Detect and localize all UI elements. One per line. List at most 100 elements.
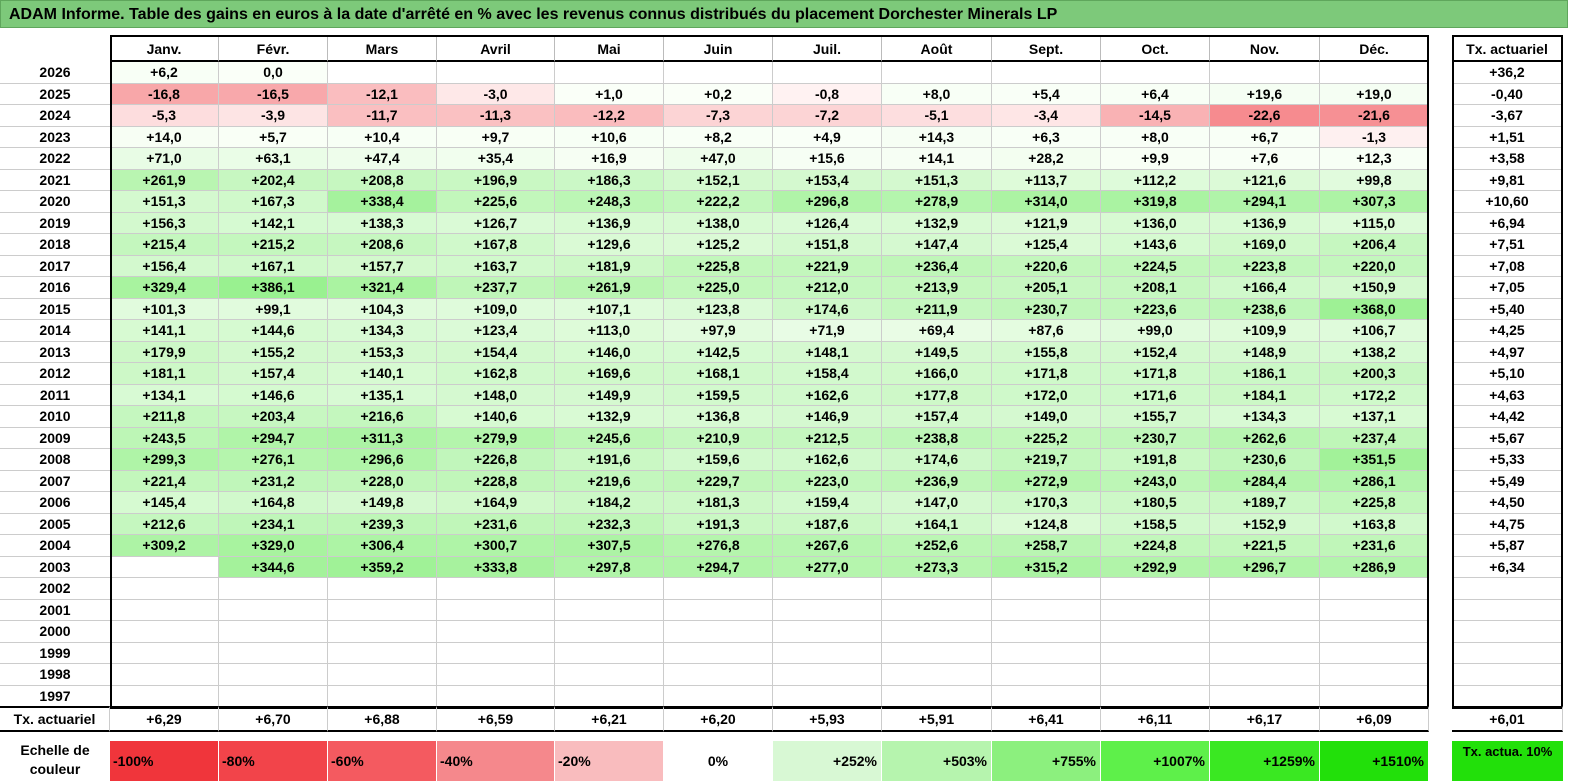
table-cell	[110, 621, 219, 643]
table-cell: +189,7	[1210, 492, 1320, 514]
table-cell: +4,9	[773, 127, 882, 148]
table-cell: +6,3	[992, 127, 1101, 148]
table-cell: +101,3	[110, 299, 219, 320]
table-cell: +121,9	[992, 213, 1101, 234]
table-cell: -12,1	[328, 84, 437, 105]
table-cell: +215,2	[219, 234, 328, 256]
table-cell: +286,9	[1320, 557, 1429, 578]
table-cell: +155,7	[1101, 406, 1210, 428]
table-cell: +14,1	[882, 148, 992, 170]
table-cell: +276,1	[219, 449, 328, 471]
year-label: 2024	[0, 105, 110, 127]
table-cell: +228,0	[328, 471, 437, 492]
table-cell	[219, 600, 328, 621]
table-cell: +158,5	[1101, 514, 1210, 535]
scale-label: Echelle de couleur	[20, 742, 90, 777]
table-cell: +208,6	[328, 234, 437, 256]
table-cell	[882, 686, 992, 707]
footer-rate-cell: +6,41	[992, 706, 1101, 732]
scale-swatch: +503%	[882, 741, 992, 781]
table-cell	[219, 664, 328, 686]
table-cell: +8,2	[664, 127, 773, 148]
table-cell: +208,8	[328, 170, 437, 191]
table-cell: +284,4	[1210, 471, 1320, 492]
table-cell: +153,3	[328, 342, 437, 363]
month-header: Août	[882, 35, 992, 62]
table-cell: +159,5	[664, 385, 773, 406]
table-cell: +147,4	[882, 234, 992, 256]
table-cell: +216,6	[328, 406, 437, 428]
table-cell: +152,4	[1101, 342, 1210, 363]
table-cell: +344,6	[219, 557, 328, 578]
table-cell: +19,6	[1210, 84, 1320, 105]
year-label: 2020	[0, 191, 110, 213]
table-cell	[992, 578, 1101, 600]
table-cell: +177,8	[882, 385, 992, 406]
table-cell: +234,1	[219, 514, 328, 535]
table-cell	[664, 578, 773, 600]
table-cell: -16,5	[219, 84, 328, 105]
table-cell: +135,1	[328, 385, 437, 406]
table-cell: +181,3	[664, 492, 773, 514]
table-cell: +237,7	[437, 277, 555, 299]
table-cell: +145,4	[110, 492, 219, 514]
year-label: 2025	[0, 84, 110, 105]
table-cell: +223,6	[1101, 299, 1210, 320]
table-cell: +125,4	[992, 234, 1101, 256]
table-cell: +181,9	[555, 256, 664, 277]
table-cell: +187,6	[773, 514, 882, 535]
table-cell	[328, 664, 437, 686]
table-cell: +206,4	[1320, 234, 1429, 256]
table-cell: +230,6	[1210, 449, 1320, 471]
table-cell: +225,8	[1320, 492, 1429, 514]
table-cell	[328, 643, 437, 664]
table-cell: +8,0	[1101, 127, 1210, 148]
table-cell: +71,0	[110, 148, 219, 170]
table-cell: +6,2	[110, 62, 219, 84]
year-label: 2005	[0, 514, 110, 535]
table-cell	[1210, 621, 1320, 643]
table-cell: +109,0	[437, 299, 555, 320]
table-cell: +137,1	[1320, 406, 1429, 428]
table-cell: +164,8	[219, 492, 328, 514]
table-cell: +115,0	[1320, 213, 1429, 234]
table-cell: +186,1	[1210, 363, 1320, 385]
table-cell	[773, 686, 882, 707]
table-cell	[1320, 621, 1429, 643]
year-label: 2002	[0, 578, 110, 600]
table-cell: +19,0	[1320, 84, 1429, 105]
table-cell	[437, 62, 555, 84]
table-cell	[992, 686, 1101, 707]
table-cell: +286,1	[1320, 471, 1429, 492]
table-cell	[110, 557, 219, 578]
table-cell	[1101, 600, 1210, 621]
table-cell: +10,6	[555, 127, 664, 148]
table-cell: +6,4	[1101, 84, 1210, 105]
table-cell: +231,2	[219, 471, 328, 492]
table-cell	[1101, 621, 1210, 643]
month-header: Déc.	[1320, 35, 1429, 62]
table-cell: +170,3	[992, 492, 1101, 514]
table-cell: -3,9	[219, 105, 328, 127]
row-rate-cell	[1452, 686, 1563, 707]
table-cell: +171,6	[1101, 385, 1210, 406]
table-cell: +167,3	[219, 191, 328, 213]
table-cell: +237,4	[1320, 428, 1429, 449]
table-cell	[555, 600, 664, 621]
table-cell: +248,3	[555, 191, 664, 213]
year-label: 2017	[0, 256, 110, 277]
table-cell	[328, 62, 437, 84]
table-cell	[992, 62, 1101, 84]
year-label: 2022	[0, 148, 110, 170]
scale-swatch: +252%	[773, 741, 882, 781]
table-cell: -22,6	[1210, 105, 1320, 127]
table-cell: +5,7	[219, 127, 328, 148]
table-cell: +225,6	[437, 191, 555, 213]
footer-rate-cell: +6,88	[328, 706, 437, 732]
table-cell: +228,8	[437, 471, 555, 492]
row-rate-cell	[1452, 621, 1563, 643]
scale-swatch: -80%	[219, 741, 328, 781]
table-cell: +258,7	[992, 535, 1101, 557]
table-cell: +210,9	[664, 428, 773, 449]
table-cell: +232,3	[555, 514, 664, 535]
